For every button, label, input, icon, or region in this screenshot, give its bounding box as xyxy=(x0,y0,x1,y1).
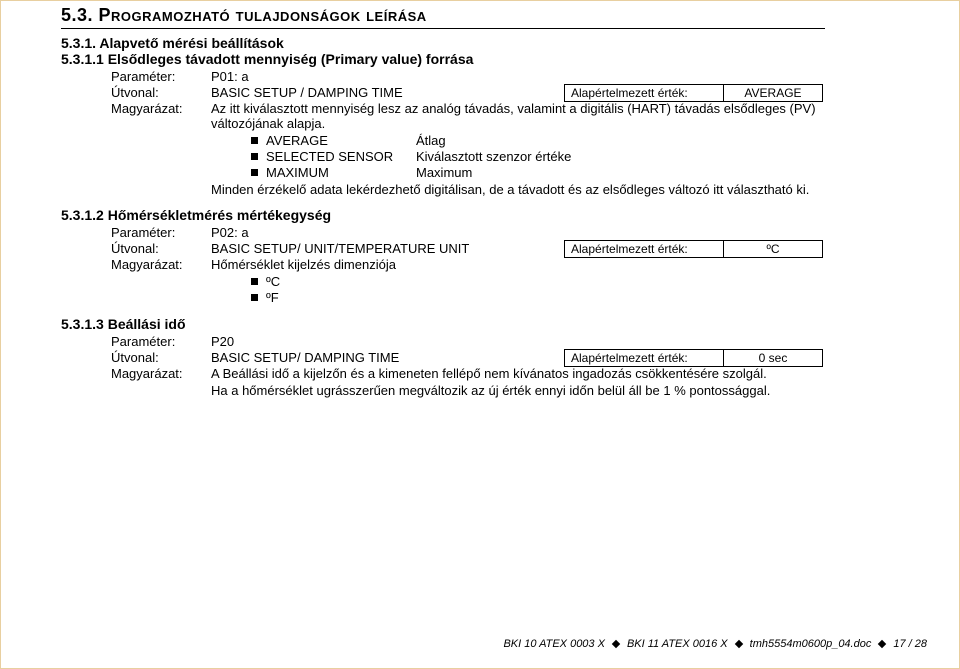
footer-a: BKI 10 ATEX 0003 X xyxy=(503,638,605,650)
footer-b: BKI 11 ATEX 0016 X xyxy=(627,638,728,650)
explanation-row: Magyarázat: A Beállási idő a kijelzőn és… xyxy=(111,366,959,398)
bullet-key: SELECTED SENSOR xyxy=(266,149,416,164)
item-heading-1: 5.3.1.1 Elsődleges távadott mennyiség (P… xyxy=(1,51,959,67)
default-box: Alapértelmezett érték:ºC xyxy=(564,240,823,258)
item-block-2: Paraméter: P02: a Útvonal: BASIC SETUP/ … xyxy=(111,225,959,306)
bullet-list: ºC ºF xyxy=(251,274,831,305)
bullet-key: ºC xyxy=(266,274,416,289)
param-row: Paraméter: P02: a xyxy=(111,225,959,240)
explanation-body: A Beállási idő a kijelzőn és a kimeneten… xyxy=(211,366,831,398)
default-value: ºC xyxy=(723,240,823,258)
subsection-heading: 5.3.1. Alapvető mérési beállítások xyxy=(1,33,959,51)
heading-underline xyxy=(61,28,825,29)
bullet-val: Maximum xyxy=(416,165,472,180)
path-label: Útvonal: xyxy=(111,241,211,256)
explanation-text: Az itt kiválasztott mennyiség lesz az an… xyxy=(211,101,816,131)
param-label: Paraméter: xyxy=(111,225,211,240)
default-label: Alapértelmezett érték: xyxy=(564,349,724,367)
default-value: 0 sec xyxy=(723,349,823,367)
bullet-item: ºC xyxy=(251,274,831,289)
param-label: Paraméter: xyxy=(111,69,211,84)
bullet-key: ºF xyxy=(266,290,416,305)
explanation-label: Magyarázat: xyxy=(111,257,211,306)
default-label: Alapértelmezett érték: xyxy=(564,84,724,102)
explanation-note: Minden érzékelő adata lekérdezhető digit… xyxy=(211,182,831,197)
default-value: AVERAGE xyxy=(723,84,823,102)
diamond-icon xyxy=(878,640,886,648)
bullet-item: ºF xyxy=(251,290,831,305)
diamond-icon xyxy=(734,640,742,648)
param-value: P20 xyxy=(211,334,234,349)
bullet-list: AVERAGEÁtlag SELECTED SENSORKiválasztott… xyxy=(251,133,831,180)
path-label: Útvonal: xyxy=(111,85,211,100)
bullet-icon xyxy=(251,153,258,160)
explanation-row: Magyarázat: Az itt kiválasztott mennyisé… xyxy=(111,101,959,197)
bullet-key: MAXIMUM xyxy=(266,165,416,180)
footer-c: tmh5554m0600p_04.doc xyxy=(750,638,872,650)
page: 5.3. Programozható tulajdonságok leírása… xyxy=(0,0,960,669)
item-heading-2: 5.3.1.2 Hőmérsékletmérés mértékegység xyxy=(1,207,959,223)
bullet-item: SELECTED SENSORKiválasztott szenzor érté… xyxy=(251,149,831,164)
bullet-key: AVERAGE xyxy=(266,133,416,148)
bullet-icon xyxy=(251,137,258,144)
default-label: Alapértelmezett érték: xyxy=(564,240,724,258)
path-row: Útvonal: BASIC SETUP/ DAMPING TIME Alapé… xyxy=(111,350,959,365)
path-row: Útvonal: BASIC SETUP / DAMPING TIME Alap… xyxy=(111,85,959,100)
path-row: Útvonal: BASIC SETUP/ UNIT/TEMPERATURE U… xyxy=(111,241,959,256)
explanation-body: Az itt kiválasztott mennyiség lesz az an… xyxy=(211,101,831,197)
explanation-text: Hőmérséklet kijelzés dimenziója xyxy=(211,257,396,272)
bullet-icon xyxy=(251,169,258,176)
main-heading: 5.3. Programozható tulajdonságok leírása xyxy=(1,1,959,28)
item-block-1: Paraméter: P01: a Útvonal: BASIC SETUP /… xyxy=(111,69,959,197)
explanation-label: Magyarázat: xyxy=(111,101,211,197)
item-block-3: Paraméter: P20 Útvonal: BASIC SETUP/ DAM… xyxy=(111,334,959,398)
item-heading-3: 5.3.1.3 Beállási idő xyxy=(1,316,959,332)
default-box: Alapértelmezett érték:AVERAGE xyxy=(564,84,823,102)
explanation-body: Hőmérséklet kijelzés dimenziója ºC ºF xyxy=(211,257,831,306)
bullet-val: Átlag xyxy=(416,133,446,148)
bullet-item: AVERAGEÁtlag xyxy=(251,133,831,148)
bullet-val: Kiválasztott szenzor értéke xyxy=(416,149,571,164)
page-footer: BKI 10 ATEX 0003 X BKI 11 ATEX 0016 X tm… xyxy=(503,638,927,650)
explanation-note: Ha a hőmérséklet ugrásszerűen megváltozi… xyxy=(211,383,831,398)
path-label: Útvonal: xyxy=(111,350,211,365)
explanation-row: Magyarázat: Hőmérséklet kijelzés dimenzi… xyxy=(111,257,959,306)
footer-page: 17 / 28 xyxy=(893,638,927,650)
explanation-label: Magyarázat: xyxy=(111,366,211,398)
param-row: Paraméter: P20 xyxy=(111,334,959,349)
default-box: Alapértelmezett érték:0 sec xyxy=(564,349,823,367)
param-row: Paraméter: P01: a xyxy=(111,69,959,84)
bullet-item: MAXIMUMMaximum xyxy=(251,165,831,180)
param-value: P02: a xyxy=(211,225,249,240)
bullet-icon xyxy=(251,294,258,301)
param-value: P01: a xyxy=(211,69,249,84)
bullet-icon xyxy=(251,278,258,285)
explanation-text: A Beállási idő a kijelzőn és a kimeneten… xyxy=(211,366,767,381)
diamond-icon xyxy=(612,640,620,648)
param-label: Paraméter: xyxy=(111,334,211,349)
